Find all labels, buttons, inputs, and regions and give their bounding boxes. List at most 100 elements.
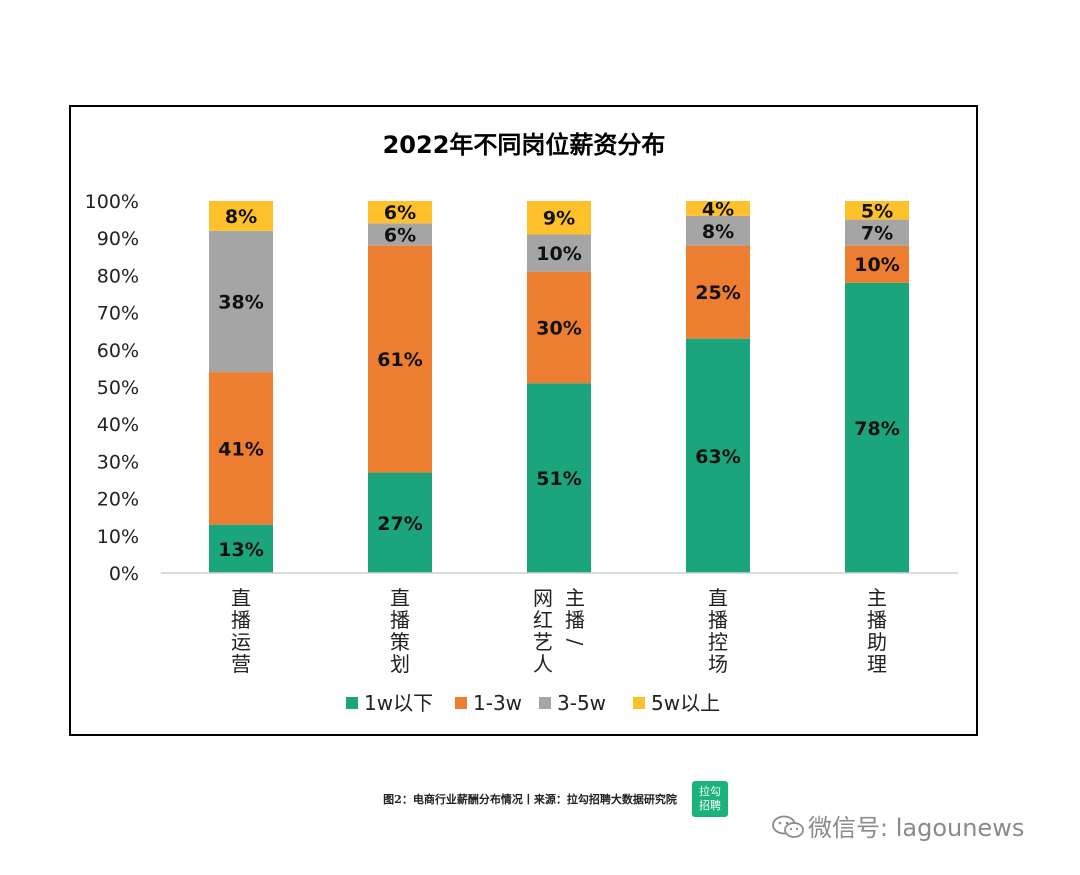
bar-segment (209, 524, 273, 573)
x-category-char: 播 (390, 608, 410, 632)
data-label: 78% (854, 418, 899, 440)
x-category-char: 划 (390, 652, 410, 676)
x-category-char: 主 (867, 586, 887, 610)
data-label: 9% (543, 208, 575, 230)
legend: 1w以下 1-3w 3-5w 5w以上 (346, 691, 720, 715)
x-category-char: 控 (708, 630, 728, 654)
legend-swatch (346, 697, 358, 709)
data-label: 10% (536, 243, 581, 265)
x-category-char: 播 (231, 608, 251, 632)
legend-swatch (539, 697, 551, 709)
x-category-char: 营 (231, 652, 251, 676)
x-category-char: 直 (708, 586, 728, 610)
wechat-watermark: 微信号: lagounews (770, 808, 1024, 843)
bars: 13% 41% 38% 8% 27% 61% 6%6% 51% 30% 10% 9% 63% 25% 8%… (209, 198, 909, 573)
data-label: 7% (861, 223, 893, 245)
x-category-char: 网 (533, 586, 553, 610)
bar-segment (686, 245, 750, 339)
bar-segment (368, 472, 432, 573)
x-category-char: 助 (867, 630, 887, 654)
data-label: 30% (536, 317, 581, 339)
data-label: 8% (225, 206, 257, 228)
x-category-char: 艺 (533, 630, 553, 654)
y-axis: 0% 10% 20% 30% 40% 50% 60% 70% 80% 90% 100% (85, 191, 139, 585)
chart-title: 2022年不同岗位薪资分布 (383, 131, 666, 159)
y-tick-label: 20% (97, 489, 139, 511)
bar-segment (686, 215, 750, 246)
x-category-char: 理 (867, 652, 887, 676)
watermark-text: 微信号: lagounews (808, 814, 1025, 842)
legend-label: 3-5w (557, 691, 606, 715)
x-category-char: 主 (565, 586, 585, 610)
bar-segment (845, 219, 909, 246)
chart-frame: 2022年不同岗位薪资分布 0% 10% 20% 30% 40% 50% 60% 70% 80%… (69, 105, 978, 736)
lagou-logo: 拉勾 招聘 (692, 781, 728, 817)
legend-label: 1w以下 (364, 691, 433, 715)
chart-svg: 2022年不同岗位薪资分布 0% 10% 20% 30% 40% 50% 60% 70% 80%… (85, 131, 958, 715)
bar-segment (527, 383, 591, 573)
bar-segment (209, 201, 273, 231)
x-category-char: 运 (231, 630, 251, 654)
data-label: 61% (377, 349, 422, 371)
bar-segment (845, 245, 909, 283)
legend-label: 1-3w (473, 691, 522, 715)
y-tick-label: 80% (97, 265, 139, 287)
figure-caption: 图2：电商行业薪酬分布情况丨来源：拉勾招聘大数据研究院 (383, 793, 677, 806)
bar-segment (845, 282, 909, 573)
x-category-char: 策 (390, 630, 410, 654)
y-tick-label: 90% (97, 228, 139, 250)
y-tick-label: 100% (85, 191, 139, 213)
data-label: 63% (695, 446, 740, 468)
bar-segment (527, 201, 591, 235)
x-category-char: 播 (867, 608, 887, 632)
bar-segment (368, 245, 432, 473)
data-label: 51% (536, 468, 581, 490)
legend-swatch (455, 697, 467, 709)
data-label: 41% (218, 438, 263, 460)
data-label: 6% (384, 202, 416, 224)
x-category-char: 播 (708, 608, 728, 632)
legend-label: 5w以上 (651, 691, 720, 715)
legend-swatch (633, 697, 645, 709)
data-label: 25% (695, 282, 740, 304)
y-tick-label: 60% (97, 340, 139, 362)
data-label: 10% (854, 254, 899, 276)
x-category-label: 主播 / (563, 586, 587, 646)
x-category-char: / (563, 639, 587, 646)
y-tick-label: 70% (97, 303, 139, 325)
x-category-char: 直 (390, 586, 410, 610)
data-label: 13% (218, 539, 263, 561)
y-tick-label: 10% (97, 526, 139, 548)
x-category-char: 人 (533, 652, 553, 676)
x-category-char: 场 (708, 652, 728, 676)
data-label: 27% (377, 513, 422, 535)
y-tick-label: 30% (97, 451, 139, 473)
x-category-char: 直 (231, 586, 251, 610)
bar-segment (368, 223, 432, 246)
data-label: 5% (861, 200, 893, 222)
bar-segment (209, 372, 273, 525)
y-tick-label: 40% (97, 414, 139, 436)
y-tick-label: 0% (109, 563, 139, 585)
data-label: 4% (702, 198, 734, 220)
wechat-icon (772, 815, 804, 838)
bar-segment (527, 271, 591, 384)
bar-segment (368, 201, 432, 224)
bar-segment (686, 338, 750, 573)
bar-segment (209, 230, 273, 373)
x-category-char: 红 (533, 608, 553, 632)
bar-segment (845, 201, 909, 220)
bar-segment (686, 201, 750, 216)
x-category-char: 播 (565, 608, 585, 632)
data-label: 38% (218, 291, 263, 313)
y-tick-label: 50% (97, 377, 139, 399)
bar-segment (527, 234, 591, 272)
data-label: 8% (702, 221, 734, 243)
data-label: 6% (384, 224, 416, 246)
